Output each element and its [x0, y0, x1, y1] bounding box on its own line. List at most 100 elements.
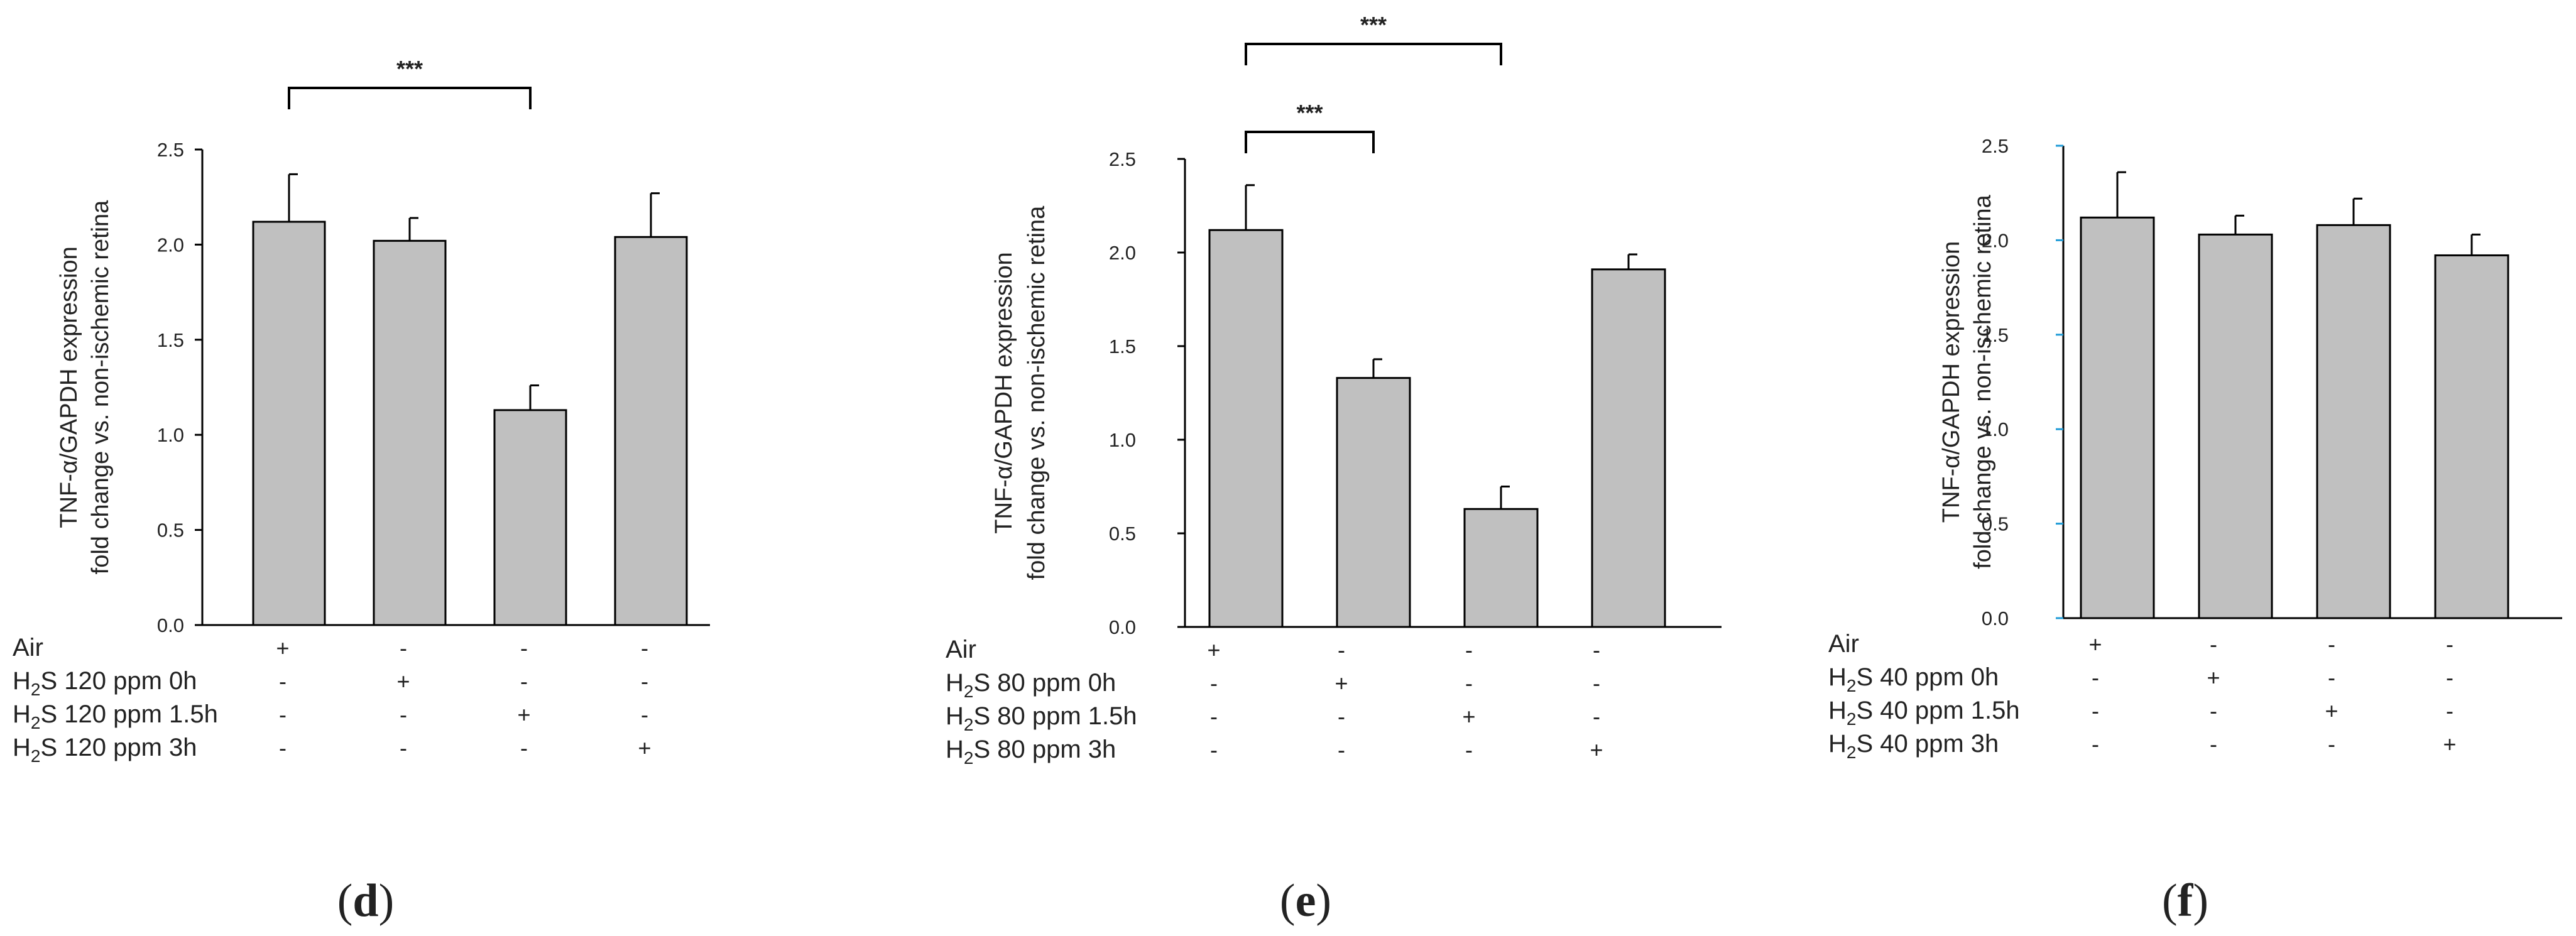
condition-sign: - — [279, 702, 287, 727]
condition-label: Air — [1828, 630, 1859, 658]
condition-label-part: H — [13, 700, 31, 728]
y-axis-title-line2: fold change vs. non-ischemic retina — [87, 200, 114, 575]
condition-sign: - — [1593, 704, 1600, 729]
panel-label-close-paren: ) — [1316, 875, 1331, 927]
condition-sign: - — [1210, 737, 1218, 763]
condition-label-subscript: 2 — [964, 682, 974, 701]
condition-label-part: S 40 ppm 1.5h — [1856, 697, 2019, 724]
panel-label: (d) — [337, 875, 394, 927]
condition-sign: - — [1338, 704, 1345, 729]
condition-sign: + — [638, 735, 651, 761]
y-tick-label: 2.5 — [1982, 135, 2009, 157]
y-axis-title-line2: fold change vs. non-ischemic retina — [1023, 205, 1050, 580]
panel-d: 0.0 0.5 1.0 1.5 2.0 2.5 TNF-α/GAPDH expression… — [13, 56, 710, 927]
condition-label: H2S 40 ppm 3h — [1828, 730, 1999, 762]
condition-sign: - — [520, 668, 528, 694]
y-tick-label: 0.0 — [1982, 607, 2009, 629]
condition-label: H2S 40 ppm 1.5h — [1828, 697, 2020, 729]
condition-label-subscript: 2 — [964, 748, 974, 768]
condition-label-subscript: 2 — [31, 680, 41, 699]
y-tick-label: 1.0 — [157, 424, 184, 446]
condition-sign: - — [1338, 637, 1345, 663]
bar — [493, 409, 567, 626]
condition-label: H2S 120 ppm 3h — [13, 734, 197, 766]
condition-sign: - — [641, 635, 648, 661]
panel-label-open-paren: ( — [2162, 875, 2178, 927]
panel-label: (f) — [2162, 875, 2208, 927]
y-tick-label: 2.0 — [157, 234, 184, 256]
y-tick-label: 2.5 — [1109, 148, 1136, 170]
condition-sign: + — [1590, 737, 1603, 763]
condition-sign: + — [2207, 665, 2220, 690]
condition-sign: - — [400, 735, 407, 761]
condition-label-subscript: 2 — [964, 715, 974, 734]
condition-sign: + — [2443, 731, 2456, 757]
y-tick-label: 0.0 — [1109, 616, 1136, 638]
condition-sign: - — [2210, 731, 2217, 757]
condition-sign: - — [1210, 704, 1218, 729]
condition-label-part: H — [13, 734, 31, 761]
condition-sign: - — [2446, 665, 2453, 690]
significance-stars: *** — [1360, 12, 1387, 38]
condition-sign: + — [1334, 670, 1348, 696]
bar — [614, 236, 688, 626]
panel-label-open-paren: ( — [337, 875, 353, 927]
condition-label-part: Air — [946, 636, 976, 663]
condition-sign: - — [2092, 698, 2099, 724]
bar — [2198, 233, 2273, 619]
y-axis-title-line1: TNF-α/GAPDH expression — [56, 246, 82, 528]
y-axis-title-line1: TNF-α/GAPDH expression — [1938, 241, 1965, 523]
y-tick-label: 0.5 — [157, 520, 184, 541]
condition-sign: - — [2328, 665, 2335, 690]
panel-label-close-paren: ) — [379, 875, 395, 927]
condition-sign: - — [1210, 670, 1218, 696]
condition-label: H2S 40 ppm 0h — [1828, 663, 1999, 695]
condition-label-part: S 40 ppm 0h — [1856, 663, 1999, 691]
y-tick-label: 0.5 — [1982, 513, 2009, 535]
condition-sign: - — [2092, 665, 2099, 690]
y-axis-title-line1: TNF-α/GAPDH expression — [991, 252, 1017, 534]
condition-label-part: S 120 ppm 1.5h — [40, 700, 217, 728]
condition-sign: - — [2328, 731, 2335, 757]
significance-stars: *** — [1296, 100, 1323, 126]
bar — [1591, 268, 1666, 628]
panel-label-close-paren: ) — [2193, 875, 2208, 927]
condition-sign: - — [1465, 670, 1473, 696]
bar — [373, 239, 447, 626]
y-tick-label: 1.0 — [1109, 429, 1136, 451]
bar — [1336, 377, 1411, 628]
y-tick-label: 2.0 — [1982, 229, 2009, 251]
condition-sign: - — [1465, 637, 1473, 663]
condition-sign: - — [641, 702, 648, 727]
y-axis-title-line2: fold change vs. non-ischemic retina — [1970, 194, 1996, 569]
condition-label-part: H — [13, 667, 31, 695]
condition-label: Air — [13, 634, 43, 661]
condition-label: H2S 80 ppm 3h — [946, 736, 1116, 768]
bar — [2080, 216, 2155, 619]
condition-label-subscript: 2 — [1847, 743, 1857, 762]
condition-label-part: H — [1828, 663, 1847, 691]
y-tick-label: 0.0 — [157, 614, 184, 636]
y-tick-label: 1.5 — [1982, 324, 2009, 346]
y-tick-label: 2.0 — [1109, 242, 1136, 264]
condition-sign: - — [1593, 637, 1600, 663]
condition-sign: - — [2210, 631, 2217, 657]
y-tick-label: 0.5 — [1109, 523, 1136, 545]
significance-bracket — [1245, 131, 1375, 153]
condition-label: H2S 120 ppm 0h — [13, 667, 197, 699]
y-tick-label: 2.5 — [157, 139, 184, 161]
condition-sign: + — [276, 635, 289, 661]
significance-stars: *** — [396, 56, 423, 82]
condition-label-subscript: 2 — [1847, 709, 1857, 729]
condition-label-part: S 120 ppm 0h — [40, 667, 197, 695]
bar — [2316, 224, 2391, 619]
panel-label-letter: e — [1296, 875, 1316, 927]
condition-sign: + — [517, 702, 530, 727]
condition-sign: - — [279, 735, 287, 761]
condition-sign: + — [2325, 698, 2338, 724]
condition-label-part: S 40 ppm 3h — [1856, 730, 1999, 758]
condition-label: H2S 80 ppm 1.5h — [946, 702, 1137, 734]
condition-label-part: H — [946, 702, 964, 730]
condition-sign: + — [396, 668, 410, 694]
